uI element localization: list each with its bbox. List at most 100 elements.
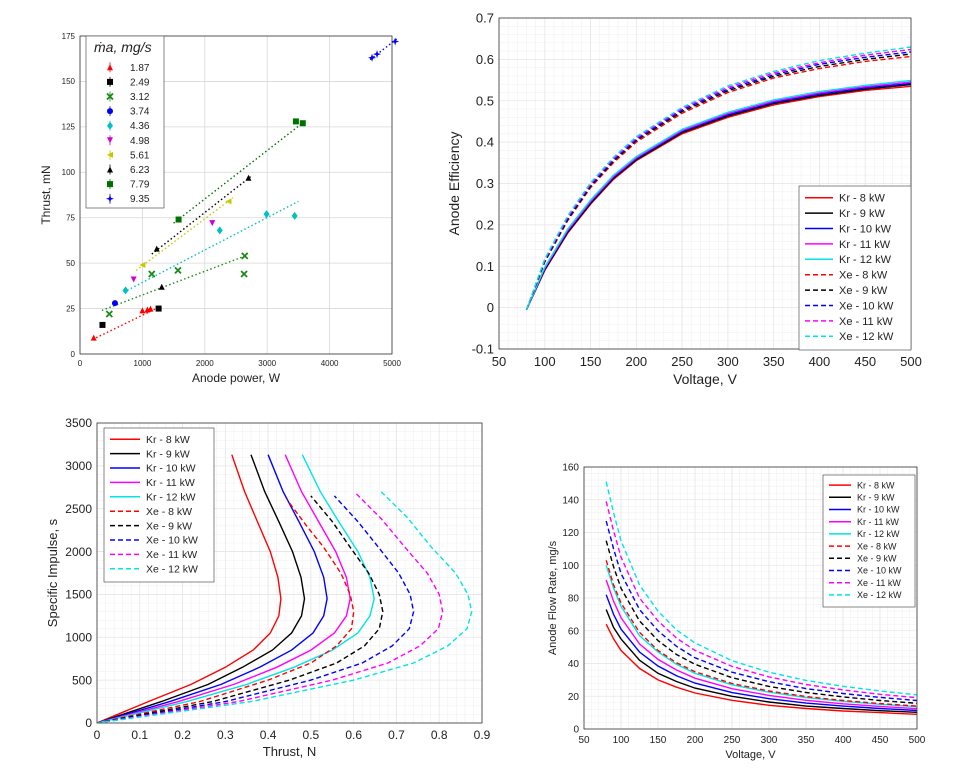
data-point <box>153 245 160 252</box>
y-axis-label: Thrust, mN <box>39 165 53 224</box>
legend-label: Kr - 10 kW <box>839 223 892 235</box>
x-tick-label: 100 <box>613 735 630 746</box>
x-tick-label: 5000 <box>383 359 401 368</box>
data-point <box>263 210 270 219</box>
legend-label: Xe - 11 kW <box>857 578 901 588</box>
data-point <box>139 307 146 314</box>
y-tick-label: 75 <box>66 214 75 223</box>
x-axis-label: Voltage, V <box>673 371 737 387</box>
axes-frame <box>96 422 483 724</box>
legend-label: Kr - 11 kW <box>146 477 195 489</box>
y-tick-label: 100 <box>562 561 579 572</box>
y-tick-label: 160 <box>562 463 579 474</box>
x-tick-label: 0 <box>94 728 101 742</box>
x-tick-label: 4000 <box>321 359 339 368</box>
y-tick-label: 0 <box>487 300 494 315</box>
data-point <box>209 220 216 227</box>
x-tick-label: 150 <box>650 735 667 746</box>
x-axis-label: Voltage, V <box>725 749 776 761</box>
y-tick-label: 0.1 <box>476 259 494 274</box>
x-tick-label: 250 <box>724 735 741 746</box>
legend-label: Xe - 12 kW <box>857 590 902 600</box>
axes-frame <box>79 35 393 355</box>
series-line-9 <box>97 492 444 723</box>
x-tick-label: 100 <box>534 354 556 369</box>
legend-label: Kr - 8 kW <box>839 193 885 205</box>
legend-label: Kr - 11 kW <box>839 239 891 251</box>
series-line-10 <box>97 489 473 723</box>
data-point <box>111 300 118 307</box>
y-tick-label: 25 <box>66 304 75 313</box>
series-line-8 <box>605 520 917 702</box>
y-tick-label: 0.6 <box>476 52 494 67</box>
series-line-7 <box>97 495 384 723</box>
x-tick-label: 0.7 <box>388 728 405 742</box>
series-line-10 <box>525 46 911 310</box>
legend-box <box>85 35 165 209</box>
y-tick-label: 500 <box>72 673 92 687</box>
chart-panel-3: 0 0.1 0.2 0.3 0.4 0.5 0.6 0.7 0.8 0.9 0 500 1000 1500… <box>45 416 491 759</box>
data-point <box>99 321 106 328</box>
series-line-9 <box>605 501 917 699</box>
legend-label: Kr - 12 kW <box>857 529 900 539</box>
y-tick-label: 20 <box>568 692 580 703</box>
legend: Kr - 8 kW Kr - 9 kW Kr - 10 kW Kr - 11 kW Kr… <box>798 185 912 351</box>
x-tick-label: 0.4 <box>260 728 277 742</box>
y-tick-label: 50 <box>66 259 75 268</box>
legend-label: Xe - 9 kW <box>857 553 897 563</box>
data-point <box>158 283 165 290</box>
axes-frame <box>498 17 912 350</box>
data-point <box>291 211 298 220</box>
legend-label: Kr - 9 kW <box>146 448 190 460</box>
legend-label: Kr - 10 kW <box>146 463 196 475</box>
data-point <box>155 305 162 312</box>
x-axis-label: Anode power, W <box>192 371 281 385</box>
y-tick-label: 0.4 <box>476 135 494 150</box>
x-tick-label: 250 <box>671 354 693 369</box>
y-tick-label: 3000 <box>65 459 92 473</box>
legend-label: Xe - 8 kW <box>839 270 888 282</box>
y-tick-label: 40 <box>568 659 580 670</box>
legend-label: Kr - 12 kW <box>839 254 892 266</box>
chart-panel-2: 50 100 150 200 250 300 350 400 450 500 -0.1 0 0.1 0.2… <box>446 11 922 387</box>
legend: Kr - 8 kW Kr - 9 kW Kr - 10 kW Kr - 11 kW Kr… <box>822 474 916 608</box>
x-tick-label: 200 <box>625 354 647 369</box>
x-tick-label: 350 <box>798 735 815 746</box>
data-point <box>299 120 306 127</box>
series-line-2 <box>605 609 917 713</box>
data-point <box>245 174 252 181</box>
x-tick-label: 150 <box>580 354 602 369</box>
x-tick-label: 0.5 <box>303 728 320 742</box>
legend-label: 7.79 <box>130 180 150 191</box>
data-point <box>90 334 97 341</box>
legend-label: Kr - 8 kW <box>857 480 895 490</box>
x-tick-label: 350 <box>763 354 785 369</box>
series-line-1 <box>97 454 282 723</box>
series-line-4 <box>97 454 351 723</box>
data-point <box>105 310 113 318</box>
x-tick-label: 2000 <box>196 359 214 368</box>
legend-label: Xe - 10 kW <box>839 300 894 312</box>
series-line-2 <box>97 454 306 723</box>
series-line-10 <box>605 481 917 696</box>
y-tick-label: 125 <box>62 123 76 132</box>
series-line-8 <box>97 495 415 723</box>
y-tick-label: -0.1 <box>472 342 494 357</box>
legend-label: Xe - 11 kW <box>839 316 893 328</box>
data-point <box>174 266 182 275</box>
legend-label: 5.61 <box>130 150 150 161</box>
x-tick-label: 450 <box>854 354 876 369</box>
series-line-6 <box>97 499 355 723</box>
x-tick-label: 400 <box>809 354 831 369</box>
data-point <box>241 252 249 260</box>
legend-label: 2.49 <box>130 77 150 88</box>
y-tick-label: 1000 <box>65 630 92 644</box>
y-tick-label: 1500 <box>65 588 92 602</box>
chart-panel-1: 0 1000 2000 3000 4000 5000 0 25 50 75 100 125 150 175… <box>39 32 401 385</box>
x-tick-label: 300 <box>717 354 739 369</box>
legend-label: 3.12 <box>130 92 150 103</box>
fit-line-3 <box>101 255 246 312</box>
legend-label: Kr - 12 kW <box>146 491 196 503</box>
y-tick-label: 3500 <box>65 416 92 430</box>
legend-label: Xe - 11 kW <box>146 549 197 561</box>
